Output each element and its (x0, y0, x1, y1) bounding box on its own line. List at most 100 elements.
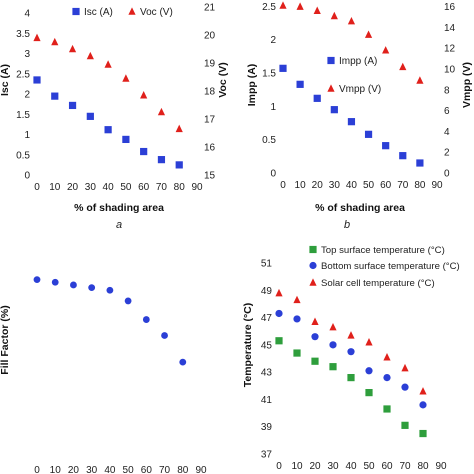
y-tick-label: 0.5 (262, 135, 276, 146)
y2-tick-label: 0 (444, 169, 450, 180)
x-tick-label: 90 (435, 461, 447, 472)
x-tick-label: 20 (312, 180, 324, 191)
data-point (161, 332, 168, 339)
x-axis-title: % of shading area (315, 202, 405, 214)
data-point (347, 331, 355, 339)
y-axis-title: Impp (A) (246, 64, 258, 107)
y-tick-label: 37 (261, 450, 273, 461)
series-1 (279, 64, 424, 167)
data-point (279, 1, 287, 9)
data-point (157, 156, 166, 164)
x-tick-label: 40 (345, 461, 357, 472)
y-tick-label: 2.5 (16, 69, 30, 80)
data-point (347, 16, 356, 25)
data-point (347, 374, 355, 382)
data-point (175, 124, 183, 133)
data-point (383, 352, 391, 361)
legend-marker (128, 7, 136, 15)
data-point (70, 281, 77, 289)
data-point (51, 92, 59, 100)
data-point (33, 276, 41, 284)
legend-label: Voc (V) (140, 7, 173, 18)
y2-tick-label: 4 (444, 127, 450, 138)
series-2 (33, 33, 183, 133)
data-point (33, 76, 41, 84)
data-point (365, 337, 373, 346)
legend-label: Bottom surface temperature (°C) (321, 261, 460, 272)
y2-tick-label: 12 (444, 44, 456, 55)
data-point (365, 389, 373, 397)
data-point (313, 94, 321, 102)
x-tick-label: 50 (363, 180, 375, 191)
x-tick-label: 60 (138, 182, 150, 193)
legend: Impp (A) Vmpp (V) (327, 56, 381, 95)
x-tick-label: 90 (431, 180, 443, 191)
chart-panel-2: 0 10 20 30 40 50 60 70 80 9000.511.522.5024681012… (246, 1, 473, 231)
data-point (330, 11, 338, 20)
x-tick-label: 70 (159, 465, 171, 474)
data-point (329, 322, 337, 331)
data-point (311, 317, 319, 325)
x-tick-label: 50 (363, 461, 375, 472)
y2-tick-label: 18 (204, 87, 216, 98)
x-tick-label: 50 (120, 182, 132, 193)
data-point (293, 295, 301, 304)
x-tick-label: 20 (67, 182, 79, 193)
y-tick-label: 0 (270, 169, 276, 180)
legend-label: Impp (A) (339, 56, 377, 67)
y-tick-label: 51 (261, 259, 273, 270)
legend-label: Isc (A) (84, 7, 113, 18)
x-tick-label: 30 (329, 180, 341, 191)
y-axis-title: Fill Factor (%) (0, 305, 11, 374)
data-point (383, 405, 391, 413)
legend-marker (327, 84, 335, 92)
data-point (124, 297, 132, 305)
data-point (142, 316, 150, 323)
data-point (293, 315, 301, 323)
x-tick-label: 70 (399, 461, 411, 472)
x-tick-label: 10 (50, 465, 62, 474)
y2-tick-label: 21 (204, 3, 216, 14)
x-tick-label: 80 (414, 180, 426, 191)
y-tick-label: 3 (24, 49, 30, 60)
y-tick-label: 3.5 (16, 29, 30, 40)
data-point (419, 401, 427, 409)
data-point (122, 135, 130, 144)
panel-label: a (116, 219, 122, 231)
legend-marker (309, 245, 317, 254)
y-axis-title: Isc (A) (0, 64, 11, 96)
series-1 (275, 337, 427, 438)
x-tick-label: 70 (397, 180, 409, 191)
y-axis-title: Temperature (°C) (242, 303, 254, 388)
data-point (157, 107, 166, 116)
data-point (419, 387, 427, 395)
x-tick-label: 70 (156, 182, 168, 193)
data-point (293, 349, 301, 357)
data-point (364, 130, 373, 138)
x-tick-label: 10 (291, 461, 303, 472)
data-point (68, 44, 77, 53)
data-point (399, 152, 407, 160)
data-point (364, 30, 373, 38)
data-point (179, 358, 187, 366)
data-point (51, 278, 59, 286)
legend-marker (72, 7, 80, 16)
data-point (275, 337, 283, 345)
chart-panel-3: 0 10 20 30 40 50 60 70 80 90 Fill Factor (%) (0, 276, 207, 474)
series-2 (279, 1, 424, 84)
x-tick-label: 40 (346, 180, 358, 191)
x-tick-label: 30 (85, 182, 97, 193)
data-point (275, 288, 283, 297)
series-2 (275, 309, 427, 409)
data-point (365, 367, 373, 375)
x-tick-label: 0 (34, 465, 40, 474)
data-point (68, 101, 77, 110)
x-tick-label: 20 (68, 465, 80, 474)
y2-tick-label: 16 (204, 143, 216, 154)
data-point (296, 80, 304, 88)
data-point (104, 60, 112, 68)
y-tick-label: 43 (261, 368, 273, 379)
panel-label: b (344, 219, 350, 231)
y2-tick-label: 15 (204, 171, 216, 182)
